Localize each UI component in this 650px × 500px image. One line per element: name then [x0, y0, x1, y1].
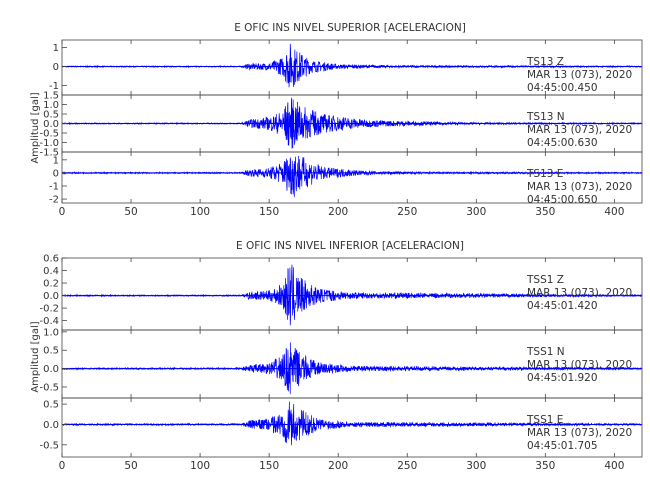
record-time: 04:45:01.420 — [527, 300, 598, 312]
y-tick-label: -1.0 — [39, 138, 59, 149]
y-tick-label: 0.0 — [43, 364, 59, 375]
x-tick-label: 0 — [59, 460, 66, 472]
y-tick-label: 1.5 — [43, 91, 59, 102]
y-tick-label: 1.0 — [43, 100, 59, 111]
record-date: MAR 13 (073), 2020 — [527, 181, 632, 193]
x-tick-label: 50 — [124, 460, 137, 472]
record-date: MAR 13 (073), 2020 — [527, 69, 632, 81]
x-tick-label: 50 — [124, 206, 137, 218]
record-date: MAR 13 (073), 2020 — [527, 124, 632, 136]
x-tick-label: 300 — [466, 206, 486, 218]
y-tick-label: 0.5 — [43, 346, 59, 357]
panel-frame — [61, 151, 643, 204]
record-time: 04:45:00.650 — [527, 194, 598, 206]
record-date: MAR 13 (073), 2020 — [527, 427, 632, 439]
y-tick-label: -0.4 — [39, 316, 59, 327]
y-tick-label: 1.0 — [43, 327, 59, 338]
station-label: TS13 N — [526, 111, 565, 123]
y-tick-label: 0.0 — [43, 119, 59, 130]
y-tick-label: 0.2 — [43, 279, 59, 290]
x-tick-label: 350 — [535, 206, 555, 218]
y-tick-label: -0.5 — [39, 382, 59, 393]
x-tick-label: 400 — [604, 460, 624, 472]
lower-level-chart: E OFIC INS NIVEL INFERIOR [ACELERACION] … — [30, 240, 643, 472]
y-tick-label: 1 — [53, 43, 59, 54]
x-tick-label: 150 — [259, 460, 279, 472]
y-tick-label: -1 — [49, 81, 59, 92]
y-tick-label: -0.5 — [39, 129, 59, 140]
y-axis-label: Amplitud [gal] — [30, 321, 41, 392]
y-tick-label: 0.5 — [43, 110, 59, 121]
y-tick-label: -0.2 — [39, 304, 59, 315]
y-tick-label: -1.5 — [39, 148, 59, 159]
station-label: TSS1 N — [526, 346, 565, 358]
y-tick-label: -1 — [49, 182, 59, 193]
y-tick-label: -2 — [49, 195, 59, 206]
station-label: TSS1 E — [526, 414, 563, 426]
station-label: TS13 E — [526, 168, 563, 180]
y-tick-label: -0.5 — [39, 440, 59, 451]
chart-title: E OFIC INS NIVEL INFERIOR [ACELERACION] — [236, 240, 464, 252]
x-tick-label: 350 — [535, 460, 555, 472]
y-tick-label: 0 — [53, 168, 59, 179]
record-time: 04:45:01.705 — [527, 440, 598, 452]
y-tick-label: 0.4 — [43, 266, 59, 277]
station-label: TSS1 Z — [526, 274, 564, 286]
record-time: 04:45:00.630 — [527, 137, 598, 149]
x-tick-label: 100 — [190, 206, 210, 218]
x-tick-label: 250 — [397, 206, 417, 218]
x-tick-label: 200 — [328, 460, 348, 472]
record-date: MAR 13 (073), 2020 — [527, 359, 632, 371]
panel-frame — [61, 397, 643, 458]
y-tick-label: 0.0 — [43, 420, 59, 431]
x-tick-label: 250 — [397, 460, 417, 472]
x-tick-label: 300 — [466, 460, 486, 472]
record-time: 04:45:00.450 — [527, 82, 598, 94]
record-date: MAR 13 (073), 2020 — [527, 287, 632, 299]
station-label: TS13 Z — [526, 56, 564, 68]
upper-level-chart: E OFIC INS NIVEL SUPERIOR [ACELERACION] … — [30, 22, 643, 218]
y-axis-label: Amplitud [gal] — [30, 92, 41, 163]
x-tick-label: 0 — [59, 206, 66, 218]
y-tick-label: 1 — [53, 155, 59, 166]
record-time: 04:45:01.920 — [527, 372, 598, 384]
y-tick-label: 0 — [53, 62, 59, 73]
y-tick-label: 0.6 — [43, 254, 59, 265]
x-tick-label: 150 — [259, 206, 279, 218]
chart-title: E OFIC INS NIVEL SUPERIOR [ACELERACION] — [234, 22, 466, 34]
x-tick-label: 200 — [328, 206, 348, 218]
x-tick-label: 400 — [604, 206, 624, 218]
y-tick-label: 0.0 — [43, 291, 59, 302]
x-tick-label: 100 — [190, 460, 210, 472]
y-tick-label: 0.5 — [43, 400, 59, 411]
